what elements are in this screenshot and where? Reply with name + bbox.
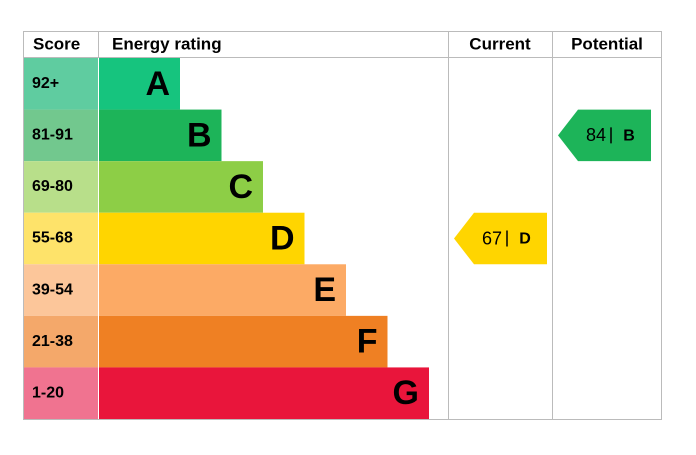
current-letter: D (519, 231, 531, 248)
rating-letter: D (270, 219, 295, 257)
score-label: 69-80 (32, 178, 73, 195)
header-current: Current (469, 34, 531, 53)
rating-letter: C (228, 168, 253, 206)
potential-value: 84 (586, 125, 606, 145)
header-potential: Potential (571, 34, 643, 53)
rating-letter: E (313, 271, 336, 309)
rating-letter: G (393, 374, 419, 412)
rating-bar (99, 212, 305, 265)
score-label: 1-20 (32, 384, 64, 401)
current-arrow (454, 212, 547, 265)
score-cell (24, 58, 98, 110)
score-label: 55-68 (32, 230, 73, 247)
score-cell (24, 109, 98, 162)
rating-bar (99, 367, 429, 419)
potential-arrow (558, 109, 651, 162)
header-score: Score (33, 34, 80, 53)
potential-letter: B (623, 128, 635, 145)
score-label: 21-38 (32, 333, 73, 350)
score-cell (24, 212, 98, 265)
score-label: 92+ (32, 75, 59, 92)
score-label: 81-91 (32, 127, 73, 144)
rating-letter: B (187, 116, 212, 154)
current-value: 67 (482, 228, 502, 248)
rating-bar (99, 58, 180, 110)
score-cell (24, 264, 98, 316)
score-label: 39-54 (32, 281, 73, 298)
table-grid (23, 31, 662, 420)
rating-letter: F (357, 323, 378, 361)
header-rating: Energy rating (112, 34, 222, 53)
rating-bar (99, 109, 222, 162)
score-cell (24, 161, 98, 213)
rating-letter: A (145, 65, 170, 103)
rating-bar (99, 161, 263, 213)
rating-bar (99, 315, 388, 368)
score-cell (24, 367, 98, 419)
score-cell (24, 315, 98, 368)
table-border (23, 31, 662, 420)
rating-bar (99, 264, 346, 316)
